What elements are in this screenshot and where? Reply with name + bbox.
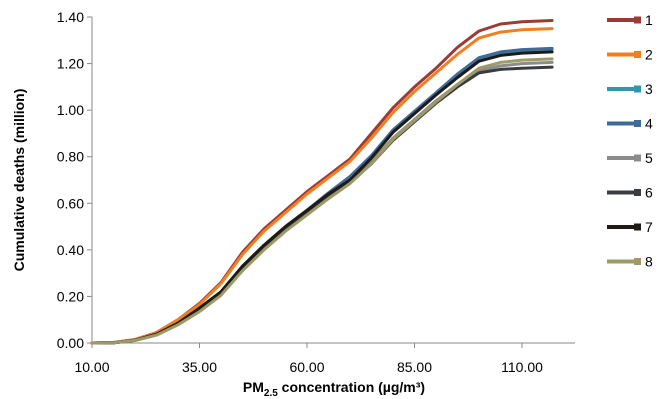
legend-item-8: 8 bbox=[607, 254, 653, 270]
y-tick-label: 0.00 bbox=[57, 335, 84, 351]
legend-label: 5 bbox=[645, 150, 653, 166]
legend-label: 8 bbox=[645, 254, 653, 270]
y-tick-label: 1.20 bbox=[57, 56, 84, 72]
legend-label: 6 bbox=[645, 185, 653, 201]
series-lines bbox=[90, 19, 554, 345]
legend-item-3: 3 bbox=[607, 81, 653, 97]
legend-item-6: 6 bbox=[607, 185, 653, 201]
legend-label: 4 bbox=[645, 116, 653, 132]
legend-item-7: 7 bbox=[607, 219, 653, 235]
legend-label: 1 bbox=[645, 12, 653, 28]
legend-item-2: 2 bbox=[607, 47, 653, 63]
plot-axes: 0.00 0.20 0.40 0.60 0.80 1.00 1.20 1.40 10.00 35.… bbox=[57, 9, 575, 375]
legend-marker bbox=[634, 154, 641, 162]
legend-label: 7 bbox=[645, 219, 653, 235]
x-tick-label: 85.00 bbox=[397, 359, 432, 375]
y-tick-label: 0.80 bbox=[57, 149, 84, 165]
x-axis-title-main: PM bbox=[243, 379, 264, 395]
y-tick-label: 1.40 bbox=[57, 9, 84, 25]
legend-label: 2 bbox=[645, 47, 653, 63]
x-tick-label: 110.00 bbox=[501, 359, 543, 375]
x-axis-title: PM2.5 concentration (µg/m³) bbox=[243, 379, 425, 399]
series-line-4 bbox=[90, 46, 554, 345]
x-axis-title-subscript: 2.5 bbox=[264, 388, 278, 399]
legend-marker bbox=[634, 120, 641, 127]
x-tick-label: 35.00 bbox=[182, 359, 217, 375]
series-line-8 bbox=[90, 57, 554, 345]
x-tick-label: 10.00 bbox=[74, 359, 109, 375]
legend-marker bbox=[634, 85, 641, 93]
legend-item-4: 4 bbox=[607, 116, 653, 132]
y-tick-label: 1.00 bbox=[57, 102, 84, 118]
y-tick-label: 0.60 bbox=[57, 195, 84, 211]
y-axis-title: Cumulative deaths (million) bbox=[11, 89, 27, 272]
x-tick-label: 60.00 bbox=[289, 359, 324, 375]
y-tick-label: 0.20 bbox=[57, 288, 84, 304]
legend-marker bbox=[634, 189, 641, 196]
y-tick-label: 0.40 bbox=[57, 242, 84, 258]
legend-item-5: 5 bbox=[607, 150, 653, 166]
series-line-7 bbox=[90, 50, 554, 345]
legend-item-1: 1 bbox=[607, 12, 653, 28]
legend-label: 3 bbox=[645, 81, 653, 97]
legend-marker bbox=[634, 16, 641, 24]
legend-marker bbox=[634, 223, 641, 231]
legend-marker bbox=[634, 258, 641, 265]
series-line-2 bbox=[90, 27, 554, 345]
legend: 1 2 3 4 5 6 7 8 bbox=[607, 12, 653, 270]
legend-marker bbox=[634, 51, 641, 58]
x-axis-title-rest: concentration (µg/m³) bbox=[278, 379, 425, 395]
